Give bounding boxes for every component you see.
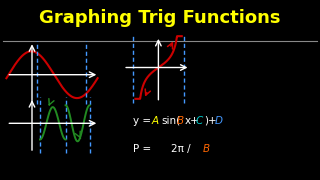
Text: x+: x+ <box>185 116 200 126</box>
Text: )+: )+ <box>204 116 216 126</box>
Text: Graphing Trig Functions: Graphing Trig Functions <box>39 9 281 27</box>
Text: P =: P = <box>133 144 154 154</box>
Text: B: B <box>203 144 210 154</box>
Text: sin(: sin( <box>161 116 180 126</box>
Text: D: D <box>215 116 223 126</box>
Text: y =: y = <box>133 116 154 126</box>
Text: 2π /: 2π / <box>171 144 194 154</box>
Text: A: A <box>152 116 159 126</box>
Text: B: B <box>177 116 184 126</box>
Text: C: C <box>196 116 203 126</box>
